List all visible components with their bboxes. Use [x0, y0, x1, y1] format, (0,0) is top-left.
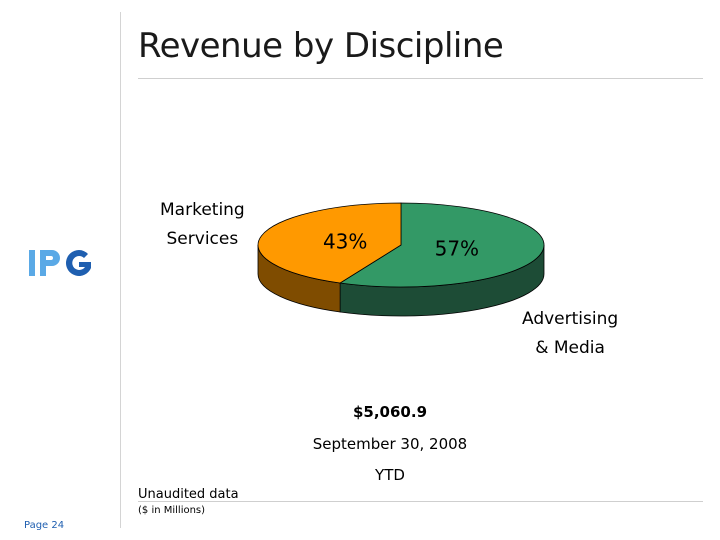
advertising-media-label: Advertising & Media	[522, 305, 618, 363]
advertising-label-line2: & Media	[522, 334, 618, 363]
units-note: ($ in Millions)	[138, 505, 205, 516]
marketing-label-line1: Marketing	[160, 196, 245, 225]
unaudited-note: Unaudited data	[138, 487, 239, 502]
total-revenue: $5,060.9	[290, 403, 490, 421]
period-date: September 30, 2008	[290, 435, 490, 453]
marketing-services-label: Marketing Services	[160, 196, 245, 254]
period-type: YTD	[290, 466, 490, 484]
footer-divider	[138, 501, 703, 502]
pie-percent-marketing: 43%	[323, 229, 367, 253]
advertising-label-line1: Advertising	[522, 305, 618, 334]
pie-percent-advertising: 57%	[435, 237, 479, 261]
marketing-label-line2: Services	[160, 225, 245, 254]
